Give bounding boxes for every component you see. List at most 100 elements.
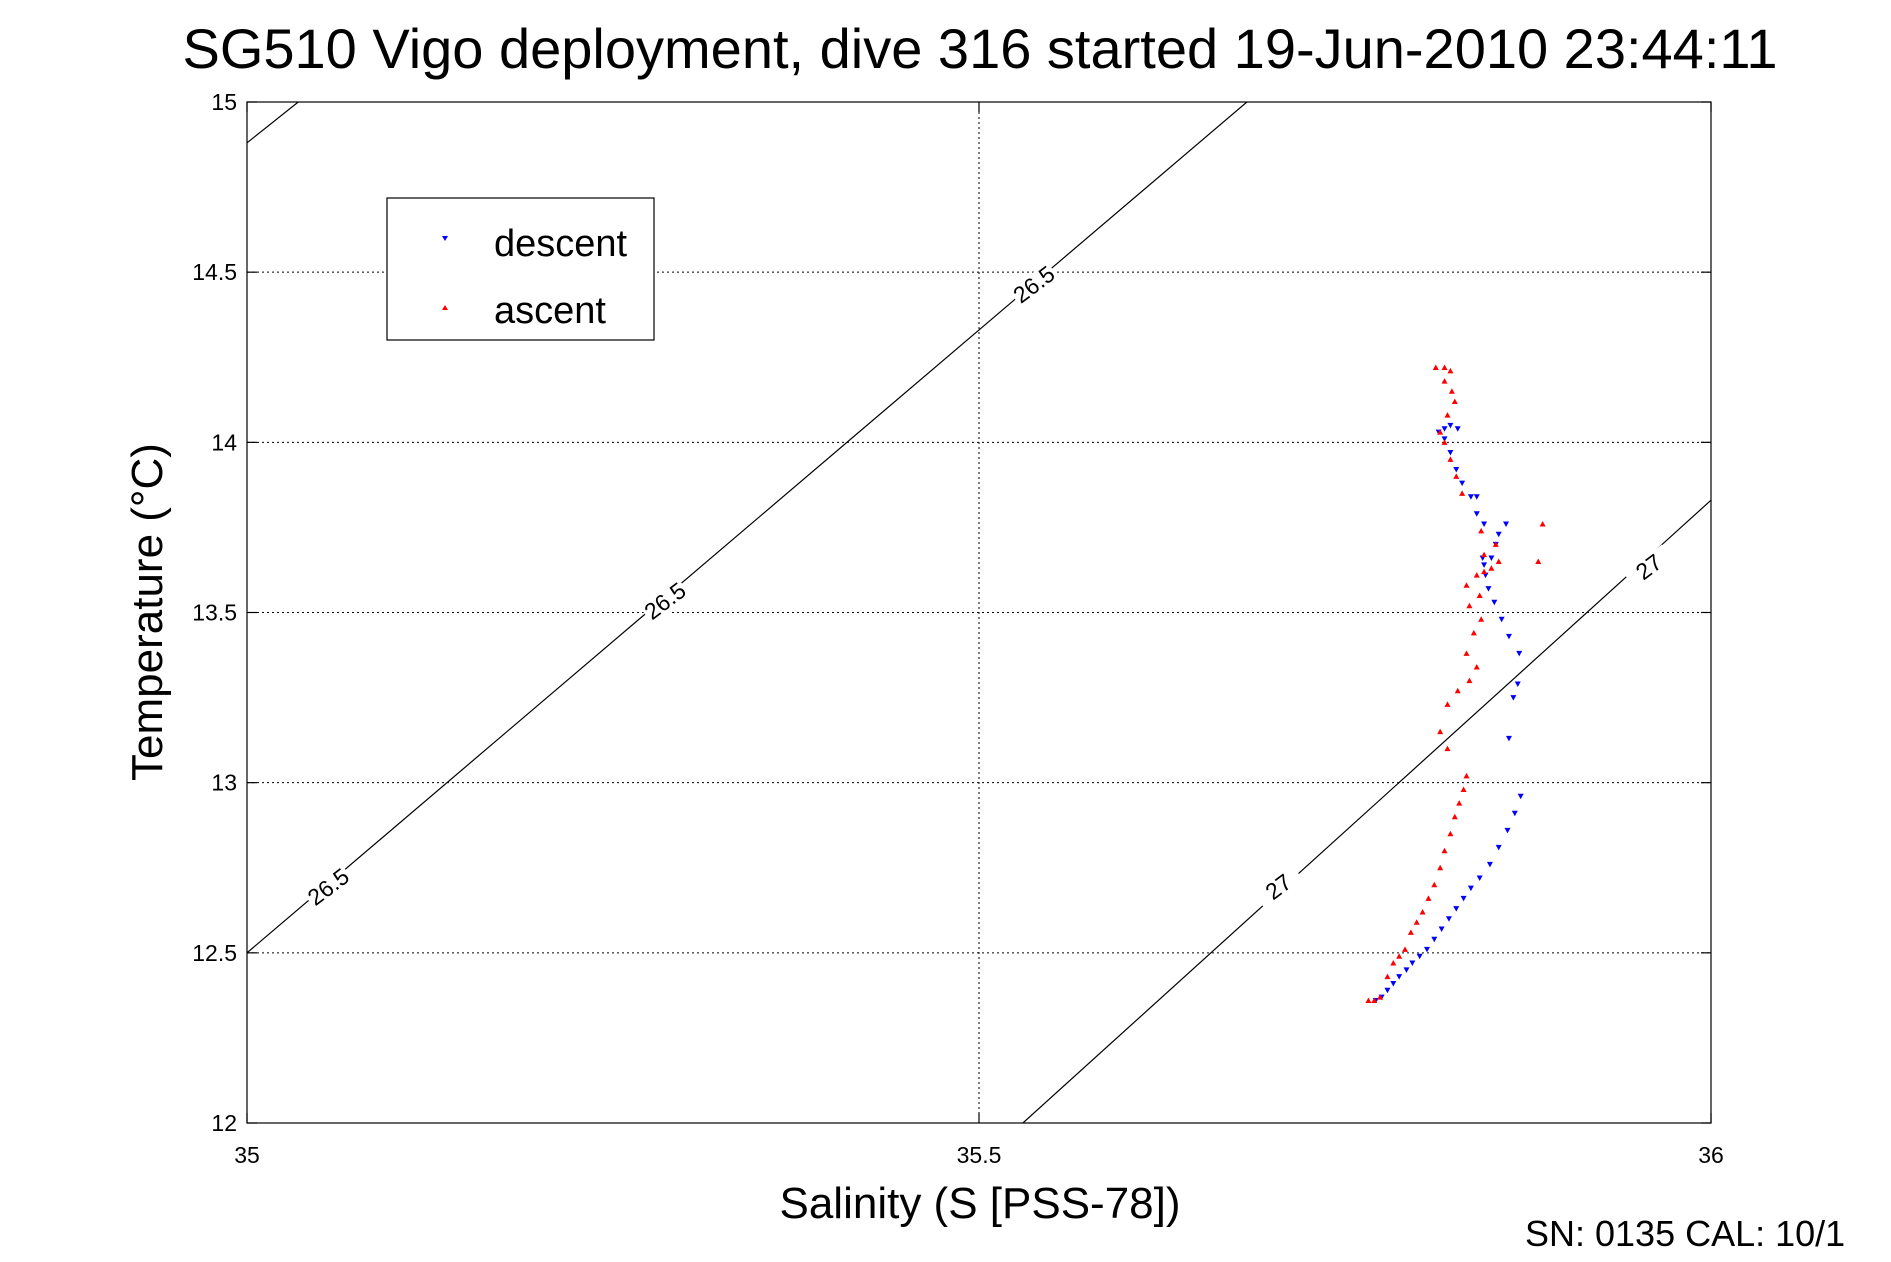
ascent-point xyxy=(1365,997,1372,1003)
descent-point xyxy=(1473,511,1480,517)
ascent-point xyxy=(1451,813,1458,820)
ascent-point xyxy=(1447,456,1454,462)
ascent-point xyxy=(1371,997,1378,1003)
descent-point xyxy=(1467,885,1474,892)
ascent-point xyxy=(1390,960,1397,966)
ascent-point xyxy=(1437,429,1444,435)
contour-label-mask xyxy=(1623,544,1676,591)
ascent-point xyxy=(1441,439,1448,445)
descent-point xyxy=(1384,987,1391,994)
descent-point xyxy=(1485,586,1492,592)
y-tick-label: 14.5 xyxy=(192,259,237,285)
ascent-point xyxy=(1456,800,1463,806)
ascent-point xyxy=(1473,663,1480,670)
descent-point xyxy=(1459,480,1466,487)
ascent-point xyxy=(1441,847,1448,854)
descent-point xyxy=(1476,875,1483,881)
ascent-point xyxy=(1419,908,1426,915)
y-axis-label: Temperature (°C) xyxy=(123,443,172,781)
ascent-point xyxy=(1539,521,1546,527)
legend-label-descent: descent xyxy=(494,223,628,265)
descent-point xyxy=(1441,436,1448,442)
descent-point xyxy=(1514,681,1521,687)
ascent-point xyxy=(1535,558,1542,564)
ascent-point xyxy=(1481,551,1488,558)
descent-point xyxy=(1495,531,1502,538)
y-tick-label: 13.5 xyxy=(192,600,237,626)
descent-point xyxy=(1396,974,1403,980)
y-tick-label: 13 xyxy=(211,770,237,796)
ascent-point xyxy=(1431,881,1438,888)
serial-calibration-footer: SN: 0135 CAL: 10/1 xyxy=(1525,1213,1845,1254)
descent-point xyxy=(1505,633,1512,640)
ascent-point xyxy=(1473,572,1480,578)
y-tick-label: 12 xyxy=(211,1110,237,1136)
x-tick-label: 35 xyxy=(234,1142,260,1168)
descent-point xyxy=(1467,494,1474,500)
ascent-point xyxy=(1441,378,1448,384)
ascent-point xyxy=(1425,895,1432,901)
descent-point xyxy=(1445,916,1452,922)
ascent-point xyxy=(1384,973,1391,980)
descent-point xyxy=(1503,521,1510,528)
descent-point xyxy=(1488,555,1495,562)
descent-point xyxy=(1453,467,1460,473)
ascent-point xyxy=(1492,541,1499,547)
descent-point xyxy=(1504,827,1511,834)
x-tick-label: 36 xyxy=(1698,1142,1724,1168)
ascent-point xyxy=(1444,412,1451,418)
descent-point xyxy=(1511,810,1518,817)
ascent-point xyxy=(1478,616,1485,622)
descent-point xyxy=(1403,967,1410,973)
ascent-point xyxy=(1481,568,1488,575)
ascent-point xyxy=(1407,929,1414,935)
ascent-point xyxy=(1476,592,1483,598)
descent-point xyxy=(1505,735,1512,742)
ascent-point xyxy=(1463,582,1470,588)
descent-point xyxy=(1431,936,1438,943)
descent-point xyxy=(1486,861,1493,868)
legend-box xyxy=(386,197,655,341)
ascent-point xyxy=(1413,919,1420,925)
ascent-point xyxy=(1454,687,1461,694)
density-contour-line xyxy=(247,102,299,144)
legend: descent ascent xyxy=(386,197,655,341)
ascent-point xyxy=(1448,388,1455,394)
legend-marker-descent xyxy=(442,236,448,241)
ascent-point xyxy=(1459,490,1466,496)
descent-point xyxy=(1441,426,1448,432)
y-axis-ticks: 12 12.5 13 13.5 14 14.5 15 xyxy=(192,89,1711,1136)
y-tick-label: 15 xyxy=(211,89,237,115)
contour-label-mask xyxy=(303,864,355,911)
contour-label-mask xyxy=(1253,864,1305,911)
x-axis-label: Salinity (S [PSS-78]) xyxy=(779,1179,1180,1228)
y-tick-label: 14 xyxy=(211,429,237,455)
descent-point xyxy=(1454,426,1461,432)
ascent-point xyxy=(1495,558,1502,564)
ascent-series xyxy=(1365,364,1546,1003)
ascent-point xyxy=(1447,830,1454,837)
ascent-point xyxy=(1432,364,1439,370)
descent-point xyxy=(1516,650,1523,657)
descent-point xyxy=(1423,946,1430,953)
ascent-point xyxy=(1451,398,1458,404)
ascent-point xyxy=(1466,602,1473,609)
ascent-point xyxy=(1460,786,1467,792)
ascent-point xyxy=(1396,953,1403,959)
descent-point xyxy=(1495,844,1502,851)
ascent-point xyxy=(1447,367,1454,374)
descent-point xyxy=(1498,616,1505,623)
descent-point xyxy=(1491,599,1498,606)
descent-point xyxy=(1460,895,1467,902)
ascent-point xyxy=(1470,629,1477,636)
ascent-point xyxy=(1437,864,1444,871)
descent-point xyxy=(1416,953,1423,960)
ascent-point xyxy=(1377,994,1384,1000)
descent-point xyxy=(1473,494,1480,500)
ascent-point xyxy=(1402,946,1409,952)
x-tick-label: 35.5 xyxy=(957,1142,1002,1168)
ascent-point xyxy=(1463,772,1470,779)
descent-point xyxy=(1409,960,1416,967)
